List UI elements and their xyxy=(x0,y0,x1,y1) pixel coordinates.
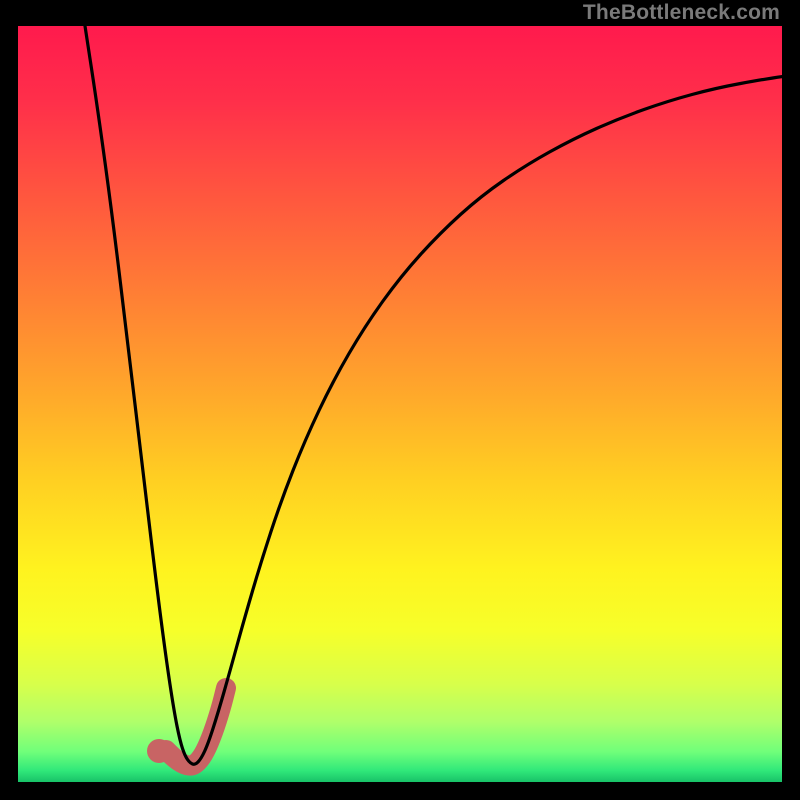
plot-area xyxy=(18,26,782,782)
bottleneck-curve xyxy=(85,26,782,764)
curve-layer xyxy=(18,26,782,782)
chart-root: TheBottleneck.com xyxy=(0,0,800,800)
marker-j-stroke xyxy=(166,688,226,766)
marker-j-dot xyxy=(147,739,171,763)
watermark-text: TheBottleneck.com xyxy=(583,1,780,25)
